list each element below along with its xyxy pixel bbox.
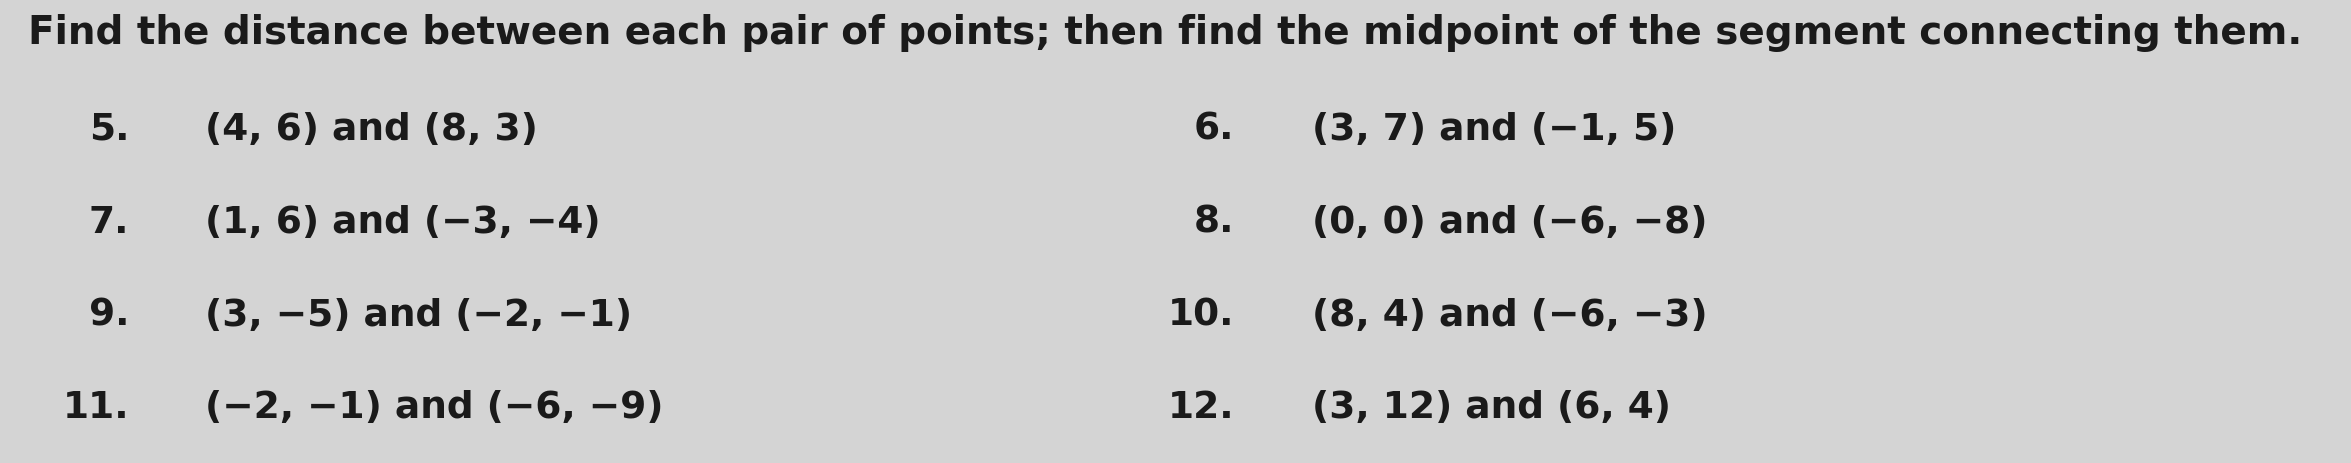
Text: (3, −5) and (−2, −1): (3, −5) and (−2, −1) bbox=[205, 297, 632, 333]
Text: 8.: 8. bbox=[1194, 204, 1234, 240]
Text: (1, 6) and (−3, −4): (1, 6) and (−3, −4) bbox=[205, 204, 600, 240]
Text: (0, 0) and (−6, −8): (0, 0) and (−6, −8) bbox=[1312, 204, 1707, 240]
Text: 11.: 11. bbox=[63, 389, 129, 425]
Text: 9.: 9. bbox=[89, 297, 129, 333]
Text: Find the distance between each pair of points; then find the midpoint of the seg: Find the distance between each pair of p… bbox=[28, 14, 2302, 52]
Text: 7.: 7. bbox=[89, 204, 129, 240]
Text: (−2, −1) and (−6, −9): (−2, −1) and (−6, −9) bbox=[205, 389, 663, 425]
Text: (8, 4) and (−6, −3): (8, 4) and (−6, −3) bbox=[1312, 297, 1707, 333]
Text: 12.: 12. bbox=[1168, 389, 1234, 425]
Text: 6.: 6. bbox=[1194, 112, 1234, 148]
Text: 10.: 10. bbox=[1168, 297, 1234, 333]
Text: (4, 6) and (8, 3): (4, 6) and (8, 3) bbox=[205, 112, 538, 148]
Text: (3, 7) and (−1, 5): (3, 7) and (−1, 5) bbox=[1312, 112, 1676, 148]
Text: 5.: 5. bbox=[89, 112, 129, 148]
Text: (3, 12) and (6, 4): (3, 12) and (6, 4) bbox=[1312, 389, 1672, 425]
